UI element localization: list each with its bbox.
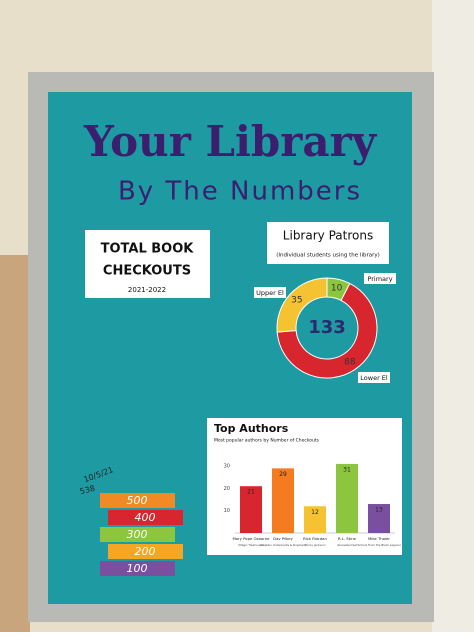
- chart-subtitle: Most popular authors by Number of Checko…: [214, 438, 320, 444]
- bar: [240, 486, 262, 533]
- goal-block: [108, 544, 183, 559]
- checkouts-years: 2021-2022: [128, 286, 166, 294]
- chart-subtitle: (Individual students using the library): [276, 253, 380, 259]
- y-tick-label: 30: [224, 464, 230, 470]
- bar: [304, 506, 326, 533]
- legend-box: [364, 273, 396, 284]
- donut-segment: [276, 277, 328, 333]
- segment-label: 10: [331, 284, 343, 294]
- bar-value: 21: [247, 489, 255, 496]
- legend-label: Primary: [367, 275, 392, 283]
- x-tick-note: (Magic Treehouse): [238, 543, 264, 547]
- goal-label: 400: [135, 511, 156, 524]
- x-tick-note: (Goosebumps): [337, 543, 357, 547]
- wood-trim: [0, 255, 30, 632]
- checkouts-card: [85, 230, 210, 298]
- segment-label: 88: [344, 358, 356, 368]
- bar-value: 31: [343, 466, 351, 473]
- x-tick-label: Dav Pilkey: [273, 536, 293, 541]
- bar-value: 13: [375, 507, 383, 514]
- segment-label: 35: [291, 296, 302, 306]
- board-title: Your Library: [83, 117, 378, 166]
- patrons-card: [267, 222, 389, 264]
- y-tick-label: 20: [224, 486, 230, 492]
- x-tick-note: (Captain Underpants & Dogman): [260, 543, 306, 547]
- bar: [368, 504, 390, 533]
- legend-box: [254, 287, 286, 298]
- goal-block: [100, 561, 175, 576]
- chart-title: Top Authors: [214, 422, 289, 435]
- bar: [336, 463, 358, 533]
- legend-label: Upper El: [256, 289, 284, 297]
- legend-label: Lower El: [360, 374, 388, 382]
- donut-center: 133: [308, 317, 346, 338]
- donut-segment: [276, 282, 378, 379]
- goal-label: 500: [127, 494, 148, 507]
- x-tick-label: Mike Thaler: [368, 536, 390, 541]
- x-tick-note: (School From the Black Lagoon): [357, 543, 401, 547]
- brick-wall: [432, 0, 474, 632]
- chart-title: Library Patrons: [283, 229, 373, 243]
- legend-box: [358, 372, 390, 383]
- y-tick-label: 10: [224, 508, 230, 514]
- goal-block: [100, 527, 175, 542]
- goal-block: [108, 510, 183, 525]
- x-tick-note: (Percy Jackson): [304, 543, 325, 547]
- bar: [272, 468, 294, 533]
- checkouts-title: TOTAL BOOK: [101, 242, 195, 257]
- bar-value: 12: [311, 509, 319, 516]
- bar-value: 29: [279, 471, 287, 478]
- handwritten-count: 538: [79, 484, 96, 497]
- goal-label: 200: [135, 545, 156, 558]
- goal-label: 300: [127, 528, 148, 541]
- x-tick-label: R.L. Stine: [338, 536, 357, 541]
- x-tick-label: Mary Pope Osborne: [233, 536, 271, 541]
- x-tick-label: Rick Riordan: [303, 536, 327, 541]
- board-subtitle: By The Numbers: [118, 177, 362, 207]
- checkouts-title: CHECKOUTS: [103, 264, 191, 279]
- goal-block: [100, 493, 175, 508]
- goal-label: 100: [127, 562, 148, 575]
